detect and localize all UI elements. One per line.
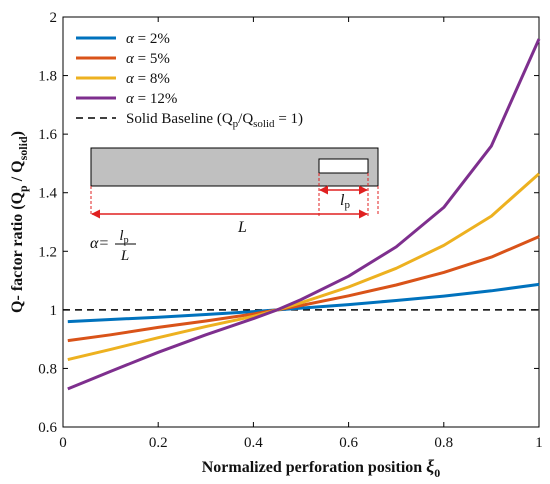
x-tick-label: 0.8 [434, 435, 453, 451]
y-axis-label: Q- factor ratio (Qp / Qsolid) [9, 131, 30, 313]
formula-numerator: lp [119, 228, 128, 246]
legend-symbol: α [126, 71, 135, 87]
x-axis-label-subscript: 0 [434, 466, 440, 480]
series-line [67, 38, 541, 391]
y-tick-label: 2 [50, 10, 58, 26]
plot-axes: 0.6 0.8 1 1.2 1.4 1.6 1.8 2 0 0.2 0.4 0.6 0.8 1 Normal… [9, 10, 543, 480]
legend-symbol: α [126, 31, 135, 47]
perforation-label-sub: p [344, 199, 350, 211]
formula-numerator-main: l [119, 228, 123, 244]
y-tick-label: 1 [50, 303, 58, 319]
legend-label: α = 2% [126, 31, 170, 47]
legend-sub: solid [253, 118, 275, 130]
legend: α = 2%α = 5%α = 8%α = 12%Solid Baseline … [76, 31, 303, 130]
length-label: L [237, 219, 247, 236]
y-tick-label: 0.8 [38, 361, 57, 377]
x-axis-label-text: Normalized perforation position [202, 459, 426, 476]
x-tick-label: 0.6 [339, 435, 358, 451]
legend-symbol: α [126, 51, 135, 67]
y-axis-label-text: / Q [9, 160, 26, 185]
series-line [67, 235, 540, 343]
legend-label-baseline: Solid Baseline (Qp/Qsolid = 1) [126, 111, 303, 130]
x-tick-label: 0 [59, 435, 67, 451]
legend-value: = 5% [134, 51, 170, 67]
y-axis-label-text: ) [9, 131, 26, 136]
legend-value: = 12% [134, 91, 177, 107]
y-tick-label: 1.4 [38, 186, 57, 202]
series-1 [67, 235, 540, 343]
legend-label: α = 12% [126, 91, 177, 107]
y-axis-label-sub: solid [16, 136, 30, 160]
legend-sub: p [233, 118, 239, 130]
legend-text: Solid Baseline (Q [126, 111, 233, 127]
formula-lhs: α= [90, 235, 109, 252]
x-axis-label: Normalized perforation position ξ0 [202, 456, 441, 480]
legend-label: α = 8% [126, 71, 170, 87]
formula-denominator: L [120, 248, 129, 264]
y-axis-label-sub: p [16, 185, 30, 192]
y-axis-label-text: Q- factor ratio (Q [9, 192, 26, 313]
x-tick-label: 0.4 [244, 435, 263, 451]
legend-text: = 1) [275, 111, 303, 127]
legend-value: = 8% [134, 71, 170, 87]
formula-numerator-sub: p [124, 235, 129, 246]
perforation-rect [318, 158, 369, 174]
perforation-label: lp [340, 192, 350, 211]
series-3 [67, 38, 541, 391]
plot-frame [62, 16, 540, 428]
x-axis-label-symbol: ξ [426, 456, 434, 477]
y-tick-label: 1.2 [38, 244, 57, 260]
y-tick-label: 1.8 [38, 69, 57, 85]
x-tick-label: 0.2 [149, 435, 168, 451]
x-tick-label: 1 [535, 435, 543, 451]
perforation-label-main: l [340, 192, 345, 209]
series-group [63, 38, 541, 391]
legend-label: α = 5% [126, 51, 170, 67]
legend-text: /Q [238, 111, 253, 127]
y-tick-label: 0.6 [38, 420, 57, 436]
legend-value: = 2% [134, 31, 170, 47]
legend-symbol: α [126, 91, 135, 107]
y-tick-label: 1.6 [38, 127, 57, 143]
